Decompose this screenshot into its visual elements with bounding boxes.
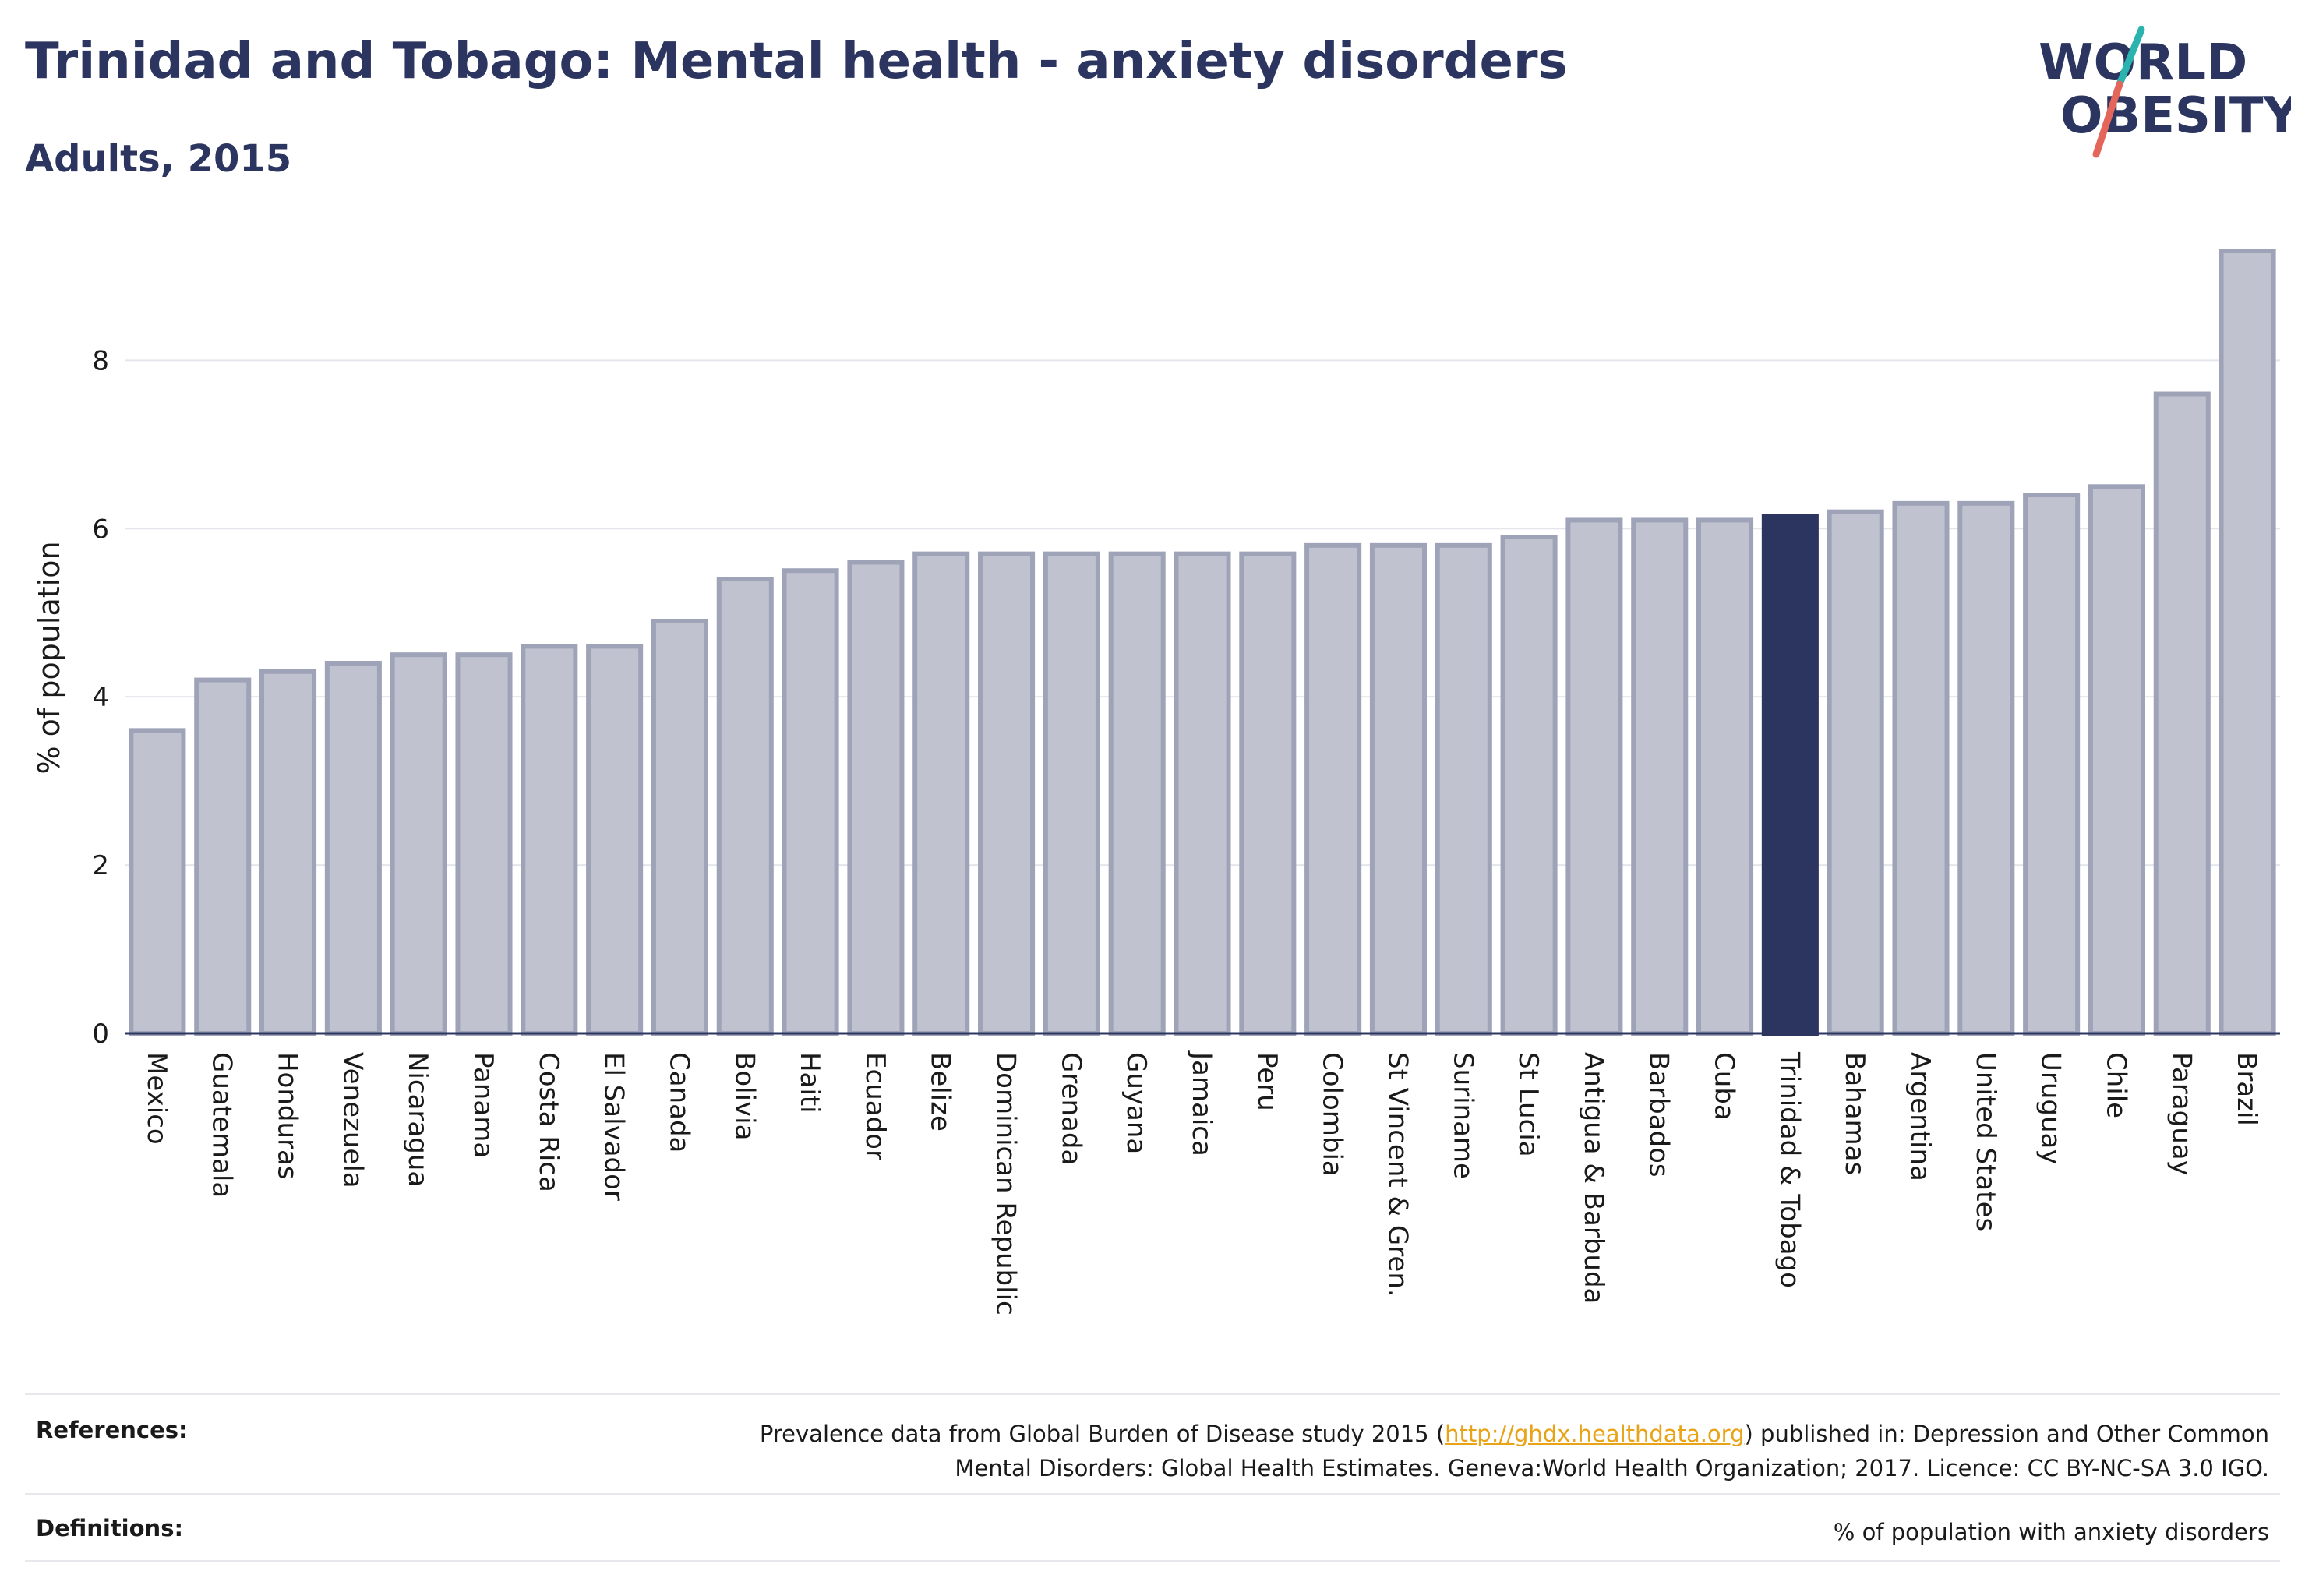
bar [455,652,513,1036]
x-tick-label: Brazil [2231,1052,2262,1126]
bar-chart: 0 2 4 6 8 Mexico Guatemala Honduras Venezuela Ni… [32,249,2280,1315]
definitions-text: % of population with anxiety disorders [1833,1519,2269,1545]
references-line-2: Mental Disorders: Global Health Estimate… [955,1455,2269,1481]
bar [324,660,382,1036]
x-tick-label: Grenada [1055,1052,1086,1165]
y-tick-label: 4 [92,682,109,713]
chart-footer: References: Prevalence data from Global … [25,1393,2280,1562]
references-link[interactable]: http://ghdx.healthdata.org [1445,1421,1745,1447]
x-tick-label: Dominican Republic [990,1052,1022,1315]
references-text: Prevalence data from Global Burden of Di… [760,1417,2269,1485]
x-tick-label: Cuba [1709,1052,1740,1121]
logo-word-1: WORLD [2038,34,2247,92]
x-tick-label: Bolivia [729,1052,760,1140]
x-tick-label: Belize [925,1052,956,1132]
x-tick-label: Panama [468,1052,499,1158]
bar [586,644,644,1036]
references-label: References: [36,1417,188,1443]
x-tick-label: Suriname [1447,1052,1478,1179]
logo-slash-top-icon [2116,26,2145,88]
bar [1565,517,1623,1036]
x-tick-label: St Lucia [1513,1052,1544,1157]
bar [259,669,317,1036]
y-tick-label: 0 [92,1019,109,1050]
y-tick-label: 6 [92,514,109,545]
bar [1043,551,1100,1036]
bar [1304,542,1362,1036]
x-tick-label: Haiti [794,1052,825,1114]
bar [1500,535,1558,1036]
x-tick-label: Trinidad & Tobago [1774,1051,1805,1288]
references-line-1: Prevalence data from Global Burden of Di… [760,1417,2269,1451]
bar [1827,509,1884,1036]
y-axis-ticks: 0 2 4 6 8 [92,345,109,1050]
definitions-label: Definitions: [36,1515,184,1541]
x-tick-label: Costa Rica [533,1052,564,1192]
page-subtitle: Adults, 2015 [25,137,292,181]
definitions-row: Definitions: % of population with anxiet… [25,1493,2280,1562]
x-tick-label: El Salvador [598,1052,630,1201]
y-tick-label: 2 [92,850,109,881]
bar [1957,500,2015,1036]
logo-word-2: OBESITY [2060,87,2291,145]
bar [651,619,708,1036]
x-axis-ticks: Mexico Guatemala Honduras Venezuela Nicaragu… [141,1050,2262,1315]
bar [521,644,578,1036]
references-text-after: ) published in: Depression and Other Com… [1744,1421,2270,1447]
x-tick-label: Argentina [1904,1052,1936,1181]
x-tick-label: Antigua & Barbuda [1578,1052,1609,1304]
y-tick-label: 8 [92,345,109,376]
bar [1108,551,1166,1036]
x-tick-label: St Vincent & Gren. [1382,1052,1413,1298]
bar [1435,542,1492,1036]
x-tick-label: Chile [2100,1052,2131,1118]
x-tick-label: Guyana [1121,1052,1152,1154]
bar [1696,517,1754,1036]
bar [2088,484,2145,1036]
bar [978,551,1036,1036]
world-obesity-logo: WORLD OBESITY [2038,26,2291,158]
bar [2153,391,2211,1036]
bar [716,577,774,1036]
x-tick-label: Canada [663,1052,694,1153]
bar [1631,517,1689,1036]
chart-bars [129,249,2276,1036]
x-tick-label: Nicaragua [402,1052,433,1187]
bar [1174,551,1231,1036]
x-tick-label: Peru [1251,1052,1283,1111]
bar [847,560,905,1036]
x-tick-label: Guatemala [206,1052,238,1198]
bar [782,568,839,1036]
x-tick-label: Venezuela [337,1052,368,1188]
bar [2023,493,2081,1036]
bar-highlighted [1761,514,1819,1036]
x-tick-label: Jamaica [1186,1050,1217,1156]
x-tick-label: Paraguay [2166,1052,2197,1176]
x-tick-label: Bahamas [1839,1052,1870,1175]
bar [1369,542,1427,1036]
bar [1239,551,1297,1036]
bar [129,728,186,1036]
bar [194,677,252,1036]
bar [2219,249,2276,1036]
x-tick-label: United States [1970,1052,2001,1231]
x-tick-label: Mexico [141,1052,172,1145]
x-tick-label: Uruguay [2035,1052,2067,1165]
x-tick-label: Barbados [1643,1052,1675,1178]
x-tick-label: Ecuador [860,1052,891,1160]
bar [912,551,970,1036]
page-title: Trinidad and Tobago: Mental health - anx… [25,33,1568,90]
logo-slash-bottom-icon [2092,80,2123,158]
references-text-before: Prevalence data from Global Burden of Di… [759,1421,1445,1447]
x-tick-label: Honduras [272,1052,303,1180]
y-axis-label: % of population [32,541,66,774]
bar [1892,500,1950,1036]
bar [390,652,447,1036]
references-row: References: Prevalence data from Global … [25,1393,2280,1493]
x-tick-label: Colombia [1317,1052,1348,1177]
